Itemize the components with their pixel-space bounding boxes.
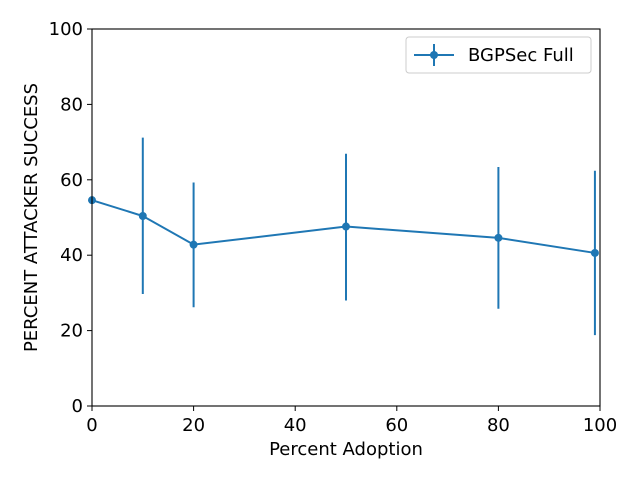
data-point bbox=[342, 222, 350, 231]
y-tick-label: 60 bbox=[60, 170, 83, 191]
data-point bbox=[138, 211, 147, 220]
x-tick-label: 40 bbox=[284, 415, 307, 436]
y-tick-label: 40 bbox=[60, 245, 83, 266]
x-tick-label: 60 bbox=[385, 415, 408, 436]
plot-frame bbox=[91, 28, 601, 407]
y-tick-label: 80 bbox=[60, 94, 83, 115]
y-axis-ticks: 0 20 40 60 80 100 bbox=[49, 19, 92, 417]
series-markers bbox=[88, 196, 599, 257]
data-point bbox=[189, 240, 198, 249]
legend-box bbox=[405, 36, 592, 74]
series-line bbox=[91, 199, 596, 254]
x-tick-label: 80 bbox=[487, 415, 510, 436]
x-tick-label: 20 bbox=[182, 415, 205, 436]
series-lines bbox=[91, 199, 596, 254]
y-tick-label: 0 bbox=[72, 396, 83, 417]
x-tick-label: 100 bbox=[583, 415, 617, 436]
legend: BGPSec Full bbox=[405, 36, 592, 74]
y-axis-label: PERCENT ATTACKER SUCCESS bbox=[21, 83, 42, 352]
x-axis-ticks: 0 20 40 60 80 100 bbox=[86, 406, 617, 436]
x-axis-label: Percent Adoption bbox=[269, 439, 423, 460]
data-point bbox=[590, 248, 599, 257]
legend-marker bbox=[430, 51, 438, 59]
legend-label: BGPSec Full bbox=[468, 45, 574, 66]
y-tick-label: 20 bbox=[60, 321, 83, 342]
x-tick-label: 0 bbox=[86, 415, 97, 436]
y-tick-label: 100 bbox=[49, 19, 83, 40]
data-point bbox=[494, 233, 503, 242]
